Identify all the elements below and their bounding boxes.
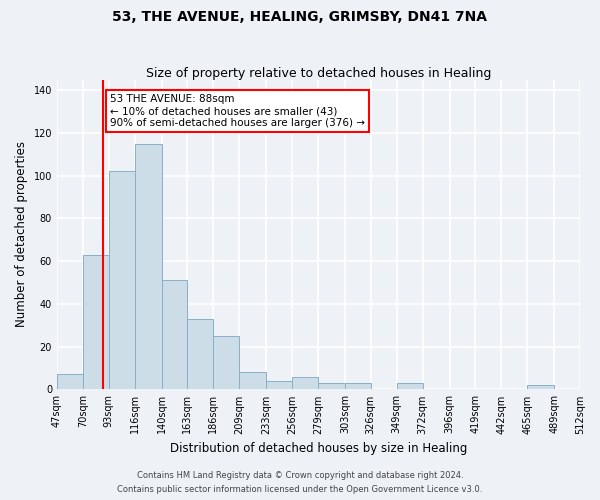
Title: Size of property relative to detached houses in Healing: Size of property relative to detached ho… [146, 66, 491, 80]
Bar [318, 383, 345, 390]
Bar [109, 172, 134, 390]
Bar [345, 383, 371, 390]
Bar [397, 383, 422, 390]
Bar [57, 374, 83, 390]
Bar [83, 255, 109, 390]
Bar [187, 319, 213, 390]
Y-axis label: Number of detached properties: Number of detached properties [15, 142, 28, 328]
Bar [213, 336, 239, 390]
Bar [161, 280, 187, 390]
Bar [266, 381, 292, 390]
Text: Contains HM Land Registry data © Crown copyright and database right 2024.
Contai: Contains HM Land Registry data © Crown c… [118, 472, 482, 494]
Bar [292, 376, 318, 390]
Text: 53 THE AVENUE: 88sqm
← 10% of detached houses are smaller (43)
90% of semi-detac: 53 THE AVENUE: 88sqm ← 10% of detached h… [110, 94, 365, 128]
Bar [239, 372, 266, 390]
Bar [527, 385, 554, 390]
Bar [134, 144, 161, 390]
X-axis label: Distribution of detached houses by size in Healing: Distribution of detached houses by size … [170, 442, 467, 455]
Text: 53, THE AVENUE, HEALING, GRIMSBY, DN41 7NA: 53, THE AVENUE, HEALING, GRIMSBY, DN41 7… [113, 10, 487, 24]
